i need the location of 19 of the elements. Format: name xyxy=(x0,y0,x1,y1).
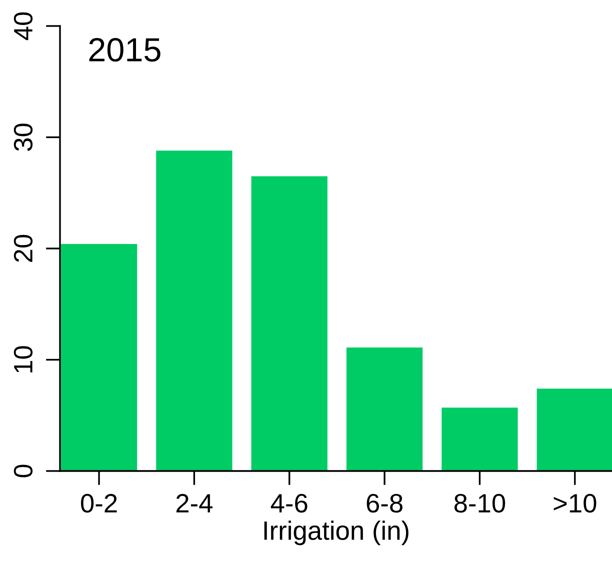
bar xyxy=(60,244,138,471)
bar xyxy=(442,408,518,471)
x-axis-title: Irrigation (in) xyxy=(264,520,408,546)
x-tick-label: 8-10 xyxy=(454,494,506,513)
y-tick-label: 40 xyxy=(14,12,33,40)
y-tick-label: 0 xyxy=(14,464,33,478)
x-tick-label: 4-6 xyxy=(270,494,308,513)
x-tick-label: >10 xyxy=(554,494,596,513)
x-tick-label: 0-2 xyxy=(80,494,117,513)
y-tick-label: 20 xyxy=(14,234,33,262)
x-tick-label: 6-8 xyxy=(366,494,402,513)
chart-title: 2015 xyxy=(89,38,160,62)
y-tick-label: 10 xyxy=(14,346,33,372)
y-tick-label: 30 xyxy=(14,124,33,151)
bar xyxy=(156,150,232,471)
bar xyxy=(251,176,328,471)
bar xyxy=(346,348,423,471)
x-tick-label: 2-4 xyxy=(176,494,212,512)
bar xyxy=(536,388,612,471)
